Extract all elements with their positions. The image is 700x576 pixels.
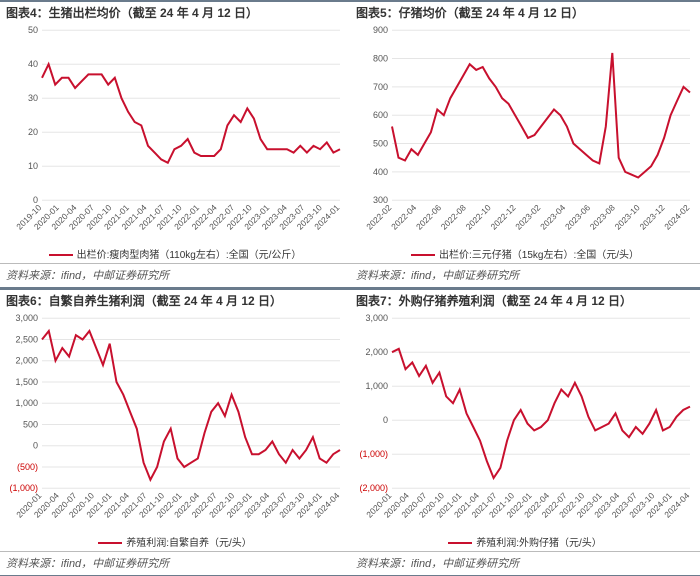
chart5-title: 图表5：仔猪均价（截至 24 年 4 月 12 日） (350, 2, 700, 24)
chart6-legend: 养殖利润:自繁自养（元/头） (0, 534, 350, 551)
chart4-source: 资料来源：ifind，中邮证券研究所 (0, 263, 350, 287)
svg-text:2023-04: 2023-04 (538, 202, 567, 231)
svg-text:(2,000): (2,000) (359, 483, 388, 493)
svg-text:(1,000): (1,000) (9, 483, 38, 493)
legend-line-icon (98, 542, 122, 544)
svg-text:10: 10 (28, 161, 38, 171)
svg-text:2022-10: 2022-10 (464, 202, 493, 231)
svg-text:2,500: 2,500 (15, 334, 38, 344)
chart6-source: 资料来源：ifind，中邮证券研究所 (0, 551, 350, 575)
svg-text:2023-08: 2023-08 (588, 202, 617, 231)
svg-text:(500): (500) (17, 462, 38, 472)
svg-text:(1,000): (1,000) (359, 449, 388, 459)
chart6-title: 图表6：自繁自养生猪利润（截至 24 年 4 月 12 日） (0, 290, 350, 312)
chart6-plot: (1,000) (500) 0 500 1,000 1,500 2,000 2,500 3,00… (0, 312, 350, 534)
legend-line-icon (448, 542, 472, 544)
panel-6: 图表6：自繁自养生猪利润（截至 24 年 4 月 12 日） (1,000) (5… (0, 288, 350, 576)
chart5-plot: 3004005006007008009002022-022022-042022-… (350, 24, 700, 246)
svg-text:2023-12: 2023-12 (637, 202, 666, 231)
svg-text:40: 40 (28, 59, 38, 69)
panel-7: 图表7：外购仔猪养殖利润（截至 24 年 4 月 12 日） (2,000) (1… (350, 288, 700, 576)
legend-line-icon (411, 254, 435, 256)
svg-text:2022-02: 2022-02 (364, 202, 393, 231)
chart4-plot: 010203040502019-102020-012020-042020-072… (0, 24, 350, 246)
chart7-title: 图表7：外购仔猪养殖利润（截至 24 年 4 月 12 日） (350, 290, 700, 312)
chart7-source: 资料来源：ifind，中邮证券研究所 (350, 551, 700, 575)
svg-text:0: 0 (33, 440, 38, 450)
svg-text:0: 0 (383, 415, 388, 425)
chart4-legend-text: 出栏价:瘦肉型肉猪（110kg左右）:全国（元/公斤） (77, 250, 302, 261)
svg-text:50: 50 (28, 25, 38, 35)
svg-text:400: 400 (373, 166, 388, 176)
chart6-legend-text: 养殖利润:自繁自养（元/头） (126, 538, 252, 549)
svg-text:1,000: 1,000 (15, 398, 38, 408)
svg-text:3,000: 3,000 (365, 313, 388, 323)
panel-5: 图表5：仔猪均价（截至 24 年 4 月 12 日） 3004005006007… (350, 0, 700, 288)
svg-text:900: 900 (373, 25, 388, 35)
svg-text:3,000: 3,000 (15, 313, 38, 323)
svg-text:2,000: 2,000 (365, 347, 388, 357)
svg-text:2023-10: 2023-10 (613, 202, 642, 231)
svg-text:500: 500 (373, 138, 388, 148)
svg-text:2022-12: 2022-12 (488, 202, 517, 231)
svg-text:1,000: 1,000 (365, 381, 388, 391)
svg-text:700: 700 (373, 81, 388, 91)
chart7-legend-text: 养殖利润:外购仔猪（元/头） (476, 538, 602, 549)
svg-text:20: 20 (28, 127, 38, 137)
svg-text:2024-02: 2024-02 (662, 202, 691, 231)
svg-text:2,000: 2,000 (15, 355, 38, 365)
chart5-legend-text: 出栏价:三元仔猪（15kg左右）:全国（元/头） (439, 250, 639, 261)
chart5-legend: 出栏价:三元仔猪（15kg左右）:全国（元/头） (350, 246, 700, 263)
svg-text:2023-02: 2023-02 (513, 202, 542, 231)
chart7-legend: 养殖利润:外购仔猪（元/头） (350, 534, 700, 551)
svg-text:30: 30 (28, 93, 38, 103)
svg-text:2022-04: 2022-04 (389, 202, 418, 231)
svg-text:2022-06: 2022-06 (414, 202, 443, 231)
svg-text:500: 500 (23, 419, 38, 429)
svg-text:2022-08: 2022-08 (439, 202, 468, 231)
legend-line-icon (49, 254, 73, 256)
svg-text:800: 800 (373, 53, 388, 63)
chart5-source: 资料来源：ifind，中邮证券研究所 (350, 263, 700, 287)
chart4-legend: 出栏价:瘦肉型肉猪（110kg左右）:全国（元/公斤） (0, 246, 350, 263)
svg-text:1,500: 1,500 (15, 377, 38, 387)
chart7-plot: (2,000)(1,000)01,0002,0003,0002020-01202… (350, 312, 700, 534)
svg-text:600: 600 (373, 110, 388, 120)
svg-text:2023-06: 2023-06 (563, 202, 592, 231)
chart-grid: 图表4：生猪出栏均价（截至 24 年 4 月 12 日） 0 10 20 30 40 50… (0, 0, 700, 576)
panel-4: 图表4：生猪出栏均价（截至 24 年 4 月 12 日） 01020304050… (0, 0, 350, 288)
chart4-title: 图表4：生猪出栏均价（截至 24 年 4 月 12 日） (0, 2, 350, 24)
